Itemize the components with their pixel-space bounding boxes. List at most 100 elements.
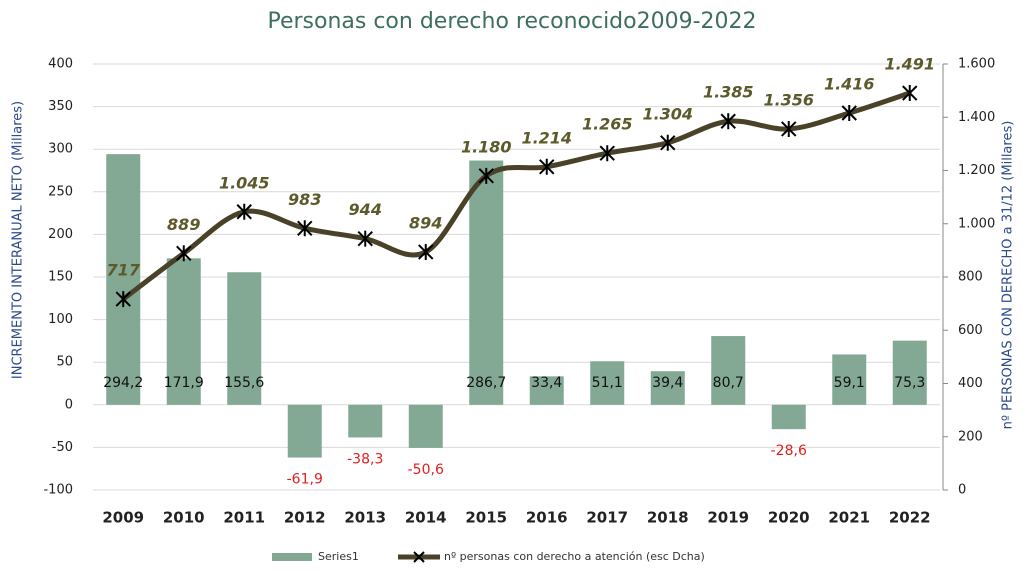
- line-marker: [176, 245, 192, 262]
- bar-value-label: 39,4: [652, 375, 683, 391]
- x-tick-label: 2019: [707, 509, 749, 527]
- y-tick-label: 400: [48, 57, 73, 72]
- line-value-label: 1.180: [461, 137, 512, 156]
- line-marker: [902, 85, 918, 102]
- y-tick-label: 50: [56, 355, 73, 370]
- y2-tick-label: 1.600: [958, 57, 995, 72]
- bar-value-label: 59,1: [834, 375, 865, 391]
- chart-title: Personas con derecho reconocido2009-2022: [267, 9, 756, 34]
- legend-marker: [413, 551, 425, 563]
- bar: [650, 371, 685, 405]
- y-tick-label: 100: [48, 312, 73, 327]
- line-value-label: 894: [409, 213, 442, 232]
- bar-value-label: 286,7: [466, 375, 506, 391]
- y2-tick-label: 0: [958, 483, 966, 498]
- legend-label: nº personas con derecho a atención (esc …: [444, 550, 705, 563]
- bar: [590, 361, 625, 405]
- line-value-label: 1.214: [521, 128, 572, 147]
- line-value-label: 1.491: [884, 55, 935, 74]
- bar-value-label: 51,1: [592, 375, 623, 391]
- bar-value-label: 155,6: [224, 375, 264, 391]
- line-marker: [297, 220, 313, 237]
- line-marker: [660, 134, 676, 151]
- bar-value-label: 33,4: [531, 375, 562, 391]
- bar: [832, 354, 867, 405]
- line-marker: [841, 104, 857, 121]
- x-tick-label: 2009: [102, 509, 144, 527]
- line-marker: [357, 230, 373, 247]
- line-value-label: 717: [107, 261, 141, 280]
- line-value-label: 1.304: [642, 104, 693, 123]
- legend-swatch: [272, 553, 312, 561]
- y-tick-label: 300: [48, 142, 73, 157]
- y-tick-label: 150: [48, 270, 73, 285]
- line-value-label: 889: [167, 215, 200, 234]
- x-tick-label: 2018: [647, 509, 689, 527]
- line-marker: [539, 158, 555, 175]
- bar-value-label: -61,9: [287, 472, 323, 488]
- line-marker: [781, 120, 797, 137]
- bar: [287, 404, 322, 458]
- bar-value-label: -38,3: [347, 451, 383, 467]
- bar-value-label: 75,3: [894, 375, 925, 391]
- y-tick-label: 200: [48, 227, 73, 242]
- y2-tick-label: 800: [958, 270, 983, 285]
- bar: [711, 336, 746, 405]
- y-tick-label: 250: [48, 184, 73, 199]
- line-marker: [720, 113, 736, 130]
- line-value-label: 1.416: [824, 74, 875, 93]
- line-marker: [115, 291, 131, 308]
- legend-label: Series1: [318, 550, 359, 563]
- y2-tick-label: 200: [958, 429, 983, 444]
- bar-value-label: 171,9: [164, 375, 204, 391]
- y-tick-label: 0: [65, 397, 73, 412]
- line-marker: [236, 203, 252, 220]
- y-tick-label: -100: [43, 483, 73, 498]
- y2-tick-label: 1.000: [958, 216, 995, 231]
- line-marker: [418, 243, 434, 260]
- line: [121, 90, 911, 302]
- x-tick-label: 2014: [405, 509, 447, 527]
- x-tick-label: 2010: [163, 509, 205, 527]
- y2-tick-label: 1.200: [958, 163, 995, 178]
- bar-value-label: -28,6: [771, 443, 807, 459]
- y2-tick-label: 400: [958, 376, 983, 391]
- line-value-label: 1.265: [582, 115, 633, 134]
- y-tick-label: 350: [48, 99, 73, 114]
- y-tick-label: -50: [52, 440, 73, 455]
- line-value-label: 1.385: [703, 83, 754, 102]
- x-tick-label: 2021: [828, 509, 870, 527]
- bar: [227, 272, 262, 405]
- y-axis-label: INCREMENTO INTERANUAL NETO (Millares): [11, 101, 26, 379]
- bar: [529, 376, 564, 405]
- bar-value-label: -50,6: [408, 462, 444, 478]
- line-value-label: 1.356: [763, 90, 814, 109]
- bar: [469, 160, 504, 405]
- y2-axis-label: nº PERSONAS CON DERECHO a 31/12 (Millare…: [1001, 121, 1016, 430]
- bar: [166, 258, 201, 405]
- x-tick-label: 2016: [526, 509, 568, 527]
- line-value-label: 1.045: [219, 173, 270, 192]
- x-tick-label: 2015: [465, 509, 507, 527]
- x-tick-label: 2017: [586, 509, 628, 527]
- bar: [771, 404, 806, 430]
- bar: [348, 404, 383, 438]
- x-tick-label: 2020: [768, 509, 810, 527]
- x-tick-label: 2022: [889, 509, 931, 527]
- bar-value-label: 294,2: [103, 375, 143, 391]
- line-value-label: 983: [288, 190, 321, 209]
- x-tick-label: 2012: [284, 509, 326, 527]
- x-tick-label: 2013: [344, 509, 386, 527]
- bar-value-label: 80,7: [713, 375, 744, 391]
- line-value-label: 944: [349, 200, 382, 219]
- bar: [106, 154, 141, 405]
- y2-tick-label: 1.400: [958, 110, 995, 125]
- bar: [892, 340, 927, 405]
- line-marker: [599, 145, 615, 162]
- line-marker: [478, 167, 494, 184]
- bar: [408, 404, 443, 448]
- x-tick-label: 2011: [223, 509, 265, 527]
- y2-tick-label: 600: [958, 323, 983, 338]
